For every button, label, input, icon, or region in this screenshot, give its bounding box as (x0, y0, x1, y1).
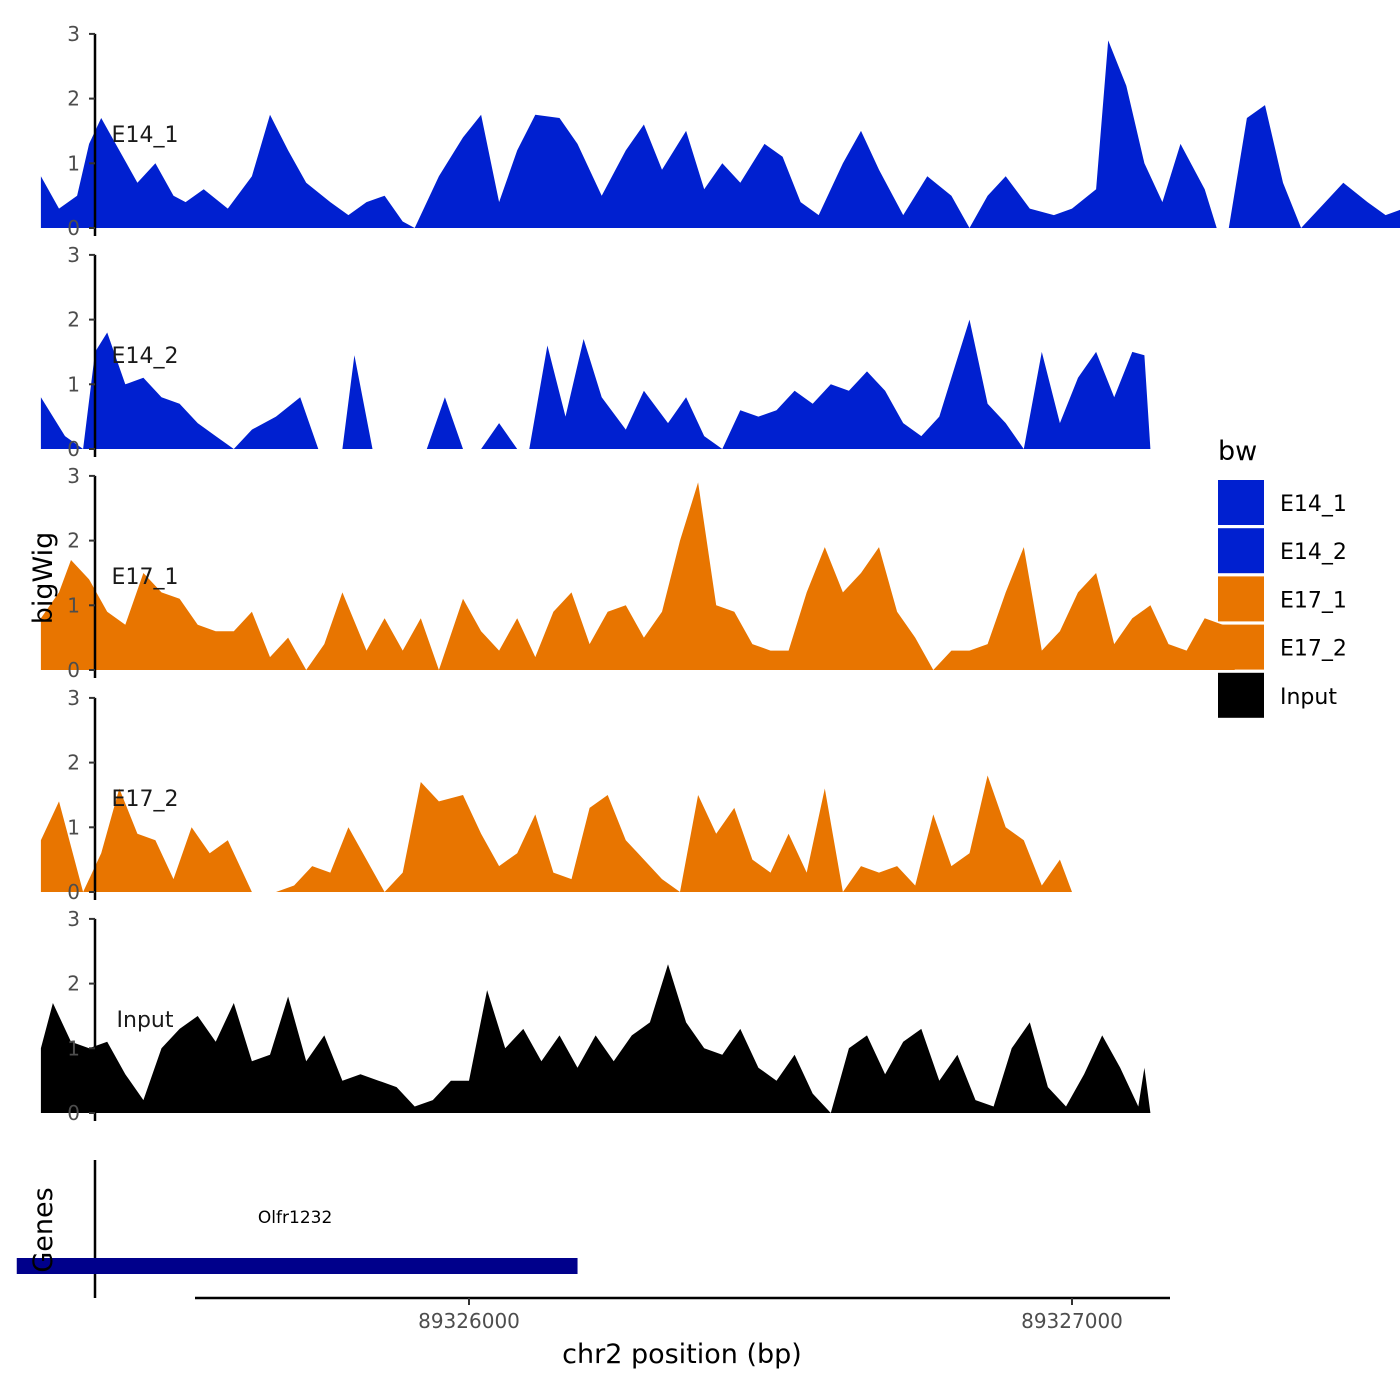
y-tick-label: 2 (67, 751, 80, 775)
y-axis-title: bigWig (28, 532, 59, 625)
track-label-e14-1: E14_1 (112, 123, 179, 148)
legend-swatch-e14-2 (1218, 528, 1264, 574)
legend-swatch-e17-2 (1218, 624, 1264, 670)
y-tick-label: 0 (67, 1101, 80, 1125)
track-label-e14-2: E14_2 (112, 344, 179, 369)
y-tick-label: 2 (67, 529, 80, 553)
x-tick-label: 89327000 (1021, 1309, 1123, 1333)
track-area-e17-2 (40, 775, 1072, 892)
gene-bar-olfr1232 (16, 1258, 578, 1274)
x-axis: 893260008932700089328000 (195, 1296, 1170, 1333)
y-tick-label: 2 (67, 87, 80, 111)
track-label-e17-2: E17_2 (112, 787, 179, 812)
y-tick-label: 2 (67, 308, 80, 332)
y-tick-label: 1 (67, 151, 80, 175)
track-area-e14-1 (40, 40, 1400, 228)
y-tick-label: 3 (67, 243, 80, 267)
legend-swatch-input (1218, 672, 1264, 718)
y-tick-label: 2 (67, 972, 80, 996)
gene-track: Olfr1232 (16, 1160, 578, 1298)
bigwig-tracks: E14_1 E14_2 E17_1 E17_2 Input (40, 40, 1400, 1113)
legend-label-e14-1: E14_1 (1280, 492, 1347, 517)
y-tick-label: 3 (67, 464, 80, 488)
track-label-e17-1: E17_1 (112, 565, 179, 590)
legend-label-e17-2: E17_2 (1280, 637, 1347, 662)
legend: bw E14_1 E14_2 E17_1 E17_2 Input (1218, 436, 1347, 718)
x-tick-label: 89326000 (418, 1309, 520, 1333)
y-tick-label: 1 (67, 815, 80, 839)
track-area-e17-1 (40, 482, 1235, 670)
legend-label-e17-1: E17_1 (1280, 588, 1347, 613)
x-axis-title: chr2 position (bp) (562, 1339, 802, 1370)
gene-axis-title: Genes (28, 1187, 59, 1272)
track-label-input: Input (117, 1008, 174, 1033)
legend-title: bw (1218, 436, 1257, 467)
legend-swatch-e14-1 (1218, 480, 1264, 525)
y-tick-label: 1 (67, 1036, 80, 1060)
gene-label: Olfr1232 (258, 1208, 332, 1228)
y-tick-label: 0 (67, 658, 80, 682)
y-tick-label: 1 (67, 593, 80, 617)
legend-swatch-e17-1 (1218, 576, 1264, 622)
legend-label-e14-2: E14_2 (1280, 540, 1347, 565)
y-tick-label: 3 (67, 22, 80, 46)
track-area-e14-2 (40, 319, 1151, 449)
y-tick-label: 0 (67, 880, 80, 904)
y-tick-label: 3 (67, 907, 80, 931)
legend-label-input: Input (1280, 685, 1337, 710)
y-tick-label: 1 (67, 372, 80, 396)
y-axes: 0 1 2 3 0 1 2 3 0 1 2 3 0 1 2 3 0 1 2 3 (67, 22, 97, 1125)
y-tick-label: 3 (67, 686, 80, 710)
track-area-input (40, 964, 1151, 1113)
y-tick-label: 0 (67, 216, 80, 240)
y-tick-label: 0 (67, 437, 80, 461)
